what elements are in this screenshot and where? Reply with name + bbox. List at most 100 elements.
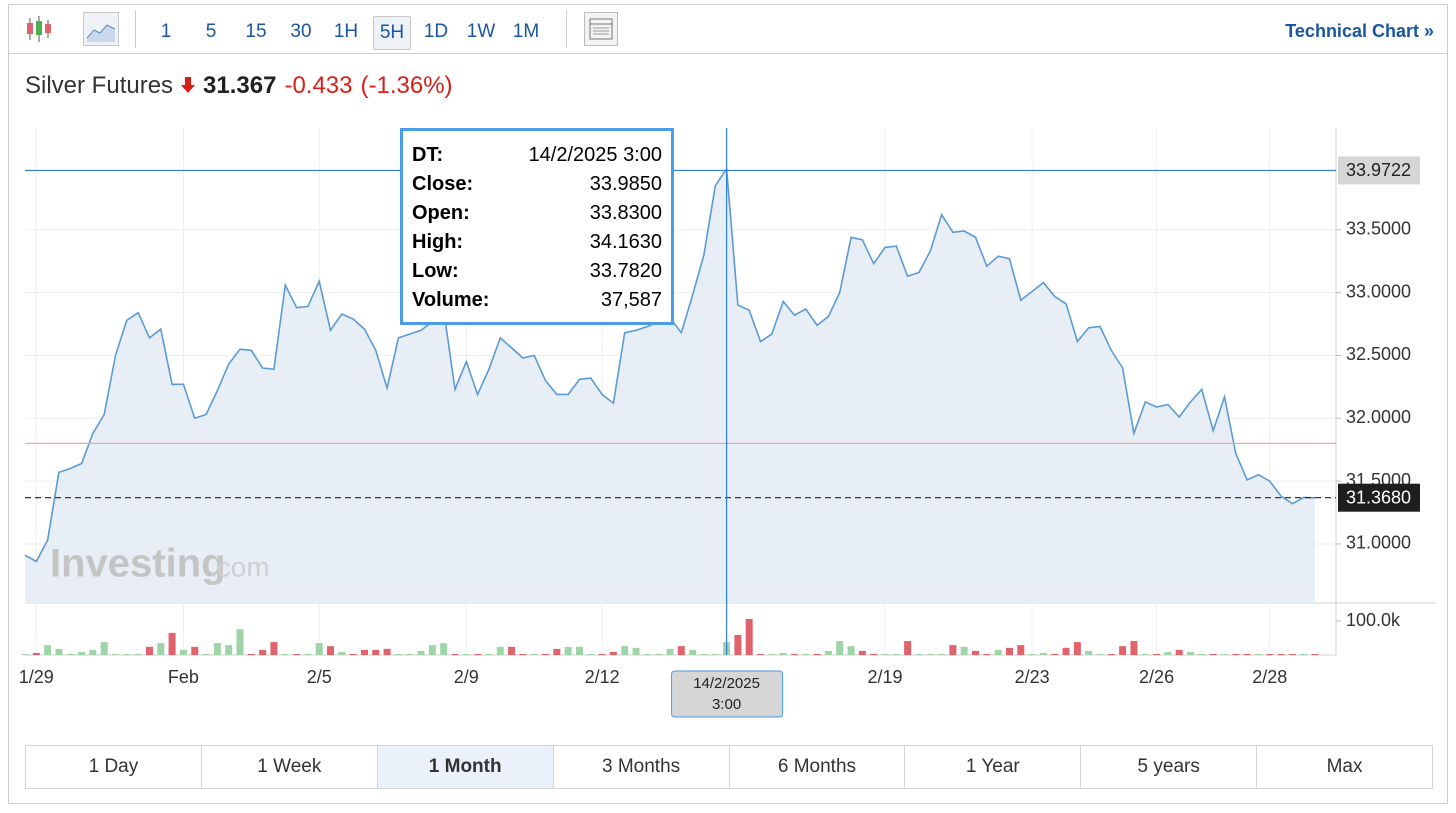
y-tick-label: 33.5000 [1346, 219, 1411, 239]
separator [135, 10, 136, 48]
volume-bar [711, 653, 719, 655]
volume-bar [21, 653, 29, 655]
volume-bar [78, 651, 86, 655]
range-button[interactable]: Max [1326, 756, 1363, 777]
interval-button[interactable]: 1M [512, 21, 540, 42]
range-button[interactable]: 6 Months [730, 746, 906, 788]
volume-bar [315, 643, 323, 655]
volume-bar [960, 646, 968, 655]
volume-bar [790, 653, 798, 655]
table-icon[interactable] [584, 12, 618, 46]
volume-bar [247, 653, 255, 655]
quote-header: Silver Futures 31.367 -0.433 (-1.36%) [25, 72, 461, 100]
volume-bar [123, 653, 131, 655]
crosshair-date-label: 14/2/2025 [693, 675, 760, 692]
y-tick-label: 31.0000 [1346, 533, 1411, 553]
interval-button[interactable]: 30 [290, 21, 312, 42]
range-button[interactable]: 1 Day [26, 746, 202, 788]
volume-bar [847, 646, 855, 655]
volume-bar [1073, 642, 1081, 655]
volume-bar [236, 629, 244, 655]
price-change-percent: (-1.36%) [360, 72, 453, 99]
range-button[interactable]: 1 Month [377, 746, 554, 788]
interval-button[interactable]: 1D [423, 21, 449, 42]
volume-bar [270, 642, 278, 655]
volume-bar [994, 649, 1002, 655]
chart: 1/29 Feb 2/5 2/9 2/12 2/19 2/23 2/26 2/28 31.0000… [19, 128, 1436, 718]
range-button[interactable]: 5 years [1081, 746, 1258, 788]
interval-button[interactable]: 5H [373, 16, 411, 50]
x-tick-label: 2/19 [867, 667, 902, 687]
volume-bar [1209, 653, 1217, 655]
volume-bar [145, 646, 153, 655]
tooltip-value: 33.7820 [589, 260, 662, 282]
volume-bar [338, 651, 346, 655]
volume-bar [564, 646, 572, 655]
x-tick-label: 2/28 [1252, 667, 1287, 687]
volume-bar [813, 653, 821, 655]
volume-bar [213, 643, 221, 655]
volume-bar [621, 646, 629, 655]
volume-bar [892, 653, 900, 655]
interval-button[interactable]: 1H [333, 21, 359, 42]
volume-bar [1164, 651, 1172, 655]
volume-bar [406, 653, 414, 655]
volume-bar [519, 653, 527, 655]
instrument-name: Silver Futures [25, 72, 174, 99]
candlestick-icon[interactable] [24, 14, 54, 44]
y-tick-label: 100.0k [1346, 610, 1401, 630]
volume-bar [462, 653, 470, 655]
volume-bar [1311, 653, 1319, 655]
volume-bar [881, 653, 889, 655]
volume-bar [394, 653, 402, 655]
volume-bar [643, 653, 651, 655]
tooltip-label: High: [412, 231, 464, 253]
x-tick-label: 2/9 [454, 667, 479, 687]
interval-button[interactable]: 5 [205, 21, 217, 42]
watermark: .com [209, 551, 270, 582]
down-arrow [181, 77, 196, 93]
volume-bar [1062, 647, 1070, 655]
tooltip-value: 33.8300 [589, 202, 662, 224]
separator [566, 10, 567, 48]
volume-bar [575, 646, 583, 655]
link-arrow[interactable]: » [1423, 21, 1434, 41]
volume-bar [926, 653, 934, 655]
volume-bar [327, 646, 335, 655]
volume-bar [1220, 653, 1228, 655]
volume-bar [451, 653, 459, 655]
volume-bar [530, 653, 538, 655]
tooltip-label: DT: [412, 144, 444, 166]
volume-bar [485, 653, 493, 655]
volume-bar [1232, 653, 1240, 655]
watermark: Investing [50, 542, 226, 586]
volume-bar [972, 650, 980, 655]
tooltip: DT: 14/2/2025 3:00 Close: 33.9850 Open: 33.83… [400, 128, 674, 325]
volume-bar [745, 618, 753, 655]
price-area [25, 168, 1315, 604]
range-button[interactable]: 1 Year [905, 746, 1082, 788]
toolbar: 1 5 15 30 1H 5H 1D 1W 1M Technical Chart » [8, 4, 1448, 54]
line-chart-icon[interactable] [83, 12, 119, 46]
volume-bar [1243, 653, 1251, 655]
volume-bar [293, 653, 301, 655]
volume-bar [44, 645, 52, 655]
volume-bar [440, 643, 448, 655]
range-button[interactable]: 1 Week [202, 746, 378, 788]
interval-button[interactable]: 15 [245, 21, 267, 42]
volume-bar [179, 649, 187, 655]
range-button[interactable]: 3 Months [554, 746, 730, 788]
volume-bar [100, 642, 108, 655]
tooltip-value: 14/2/2025 3:00 [528, 144, 662, 166]
volume-bar [1187, 651, 1195, 655]
x-tick-label: 2/26 [1139, 667, 1174, 687]
tooltip-row: Close: 33.9850 [412, 170, 662, 199]
interval-button[interactable]: 1W [466, 21, 496, 42]
technical-chart-link[interactable]: Technical Chart » [1285, 21, 1434, 42]
interval-button[interactable]: 1 [160, 21, 172, 42]
volume-bar [915, 653, 923, 655]
volume-bar [191, 646, 199, 655]
last-price-box [1338, 483, 1420, 512]
volume-bar [89, 649, 97, 655]
link-text[interactable]: Technical Chart [1285, 21, 1419, 41]
